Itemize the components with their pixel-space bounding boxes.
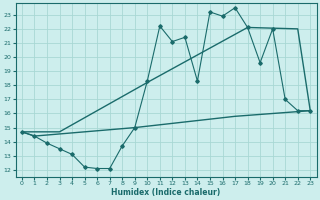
X-axis label: Humidex (Indice chaleur): Humidex (Indice chaleur) <box>111 188 221 197</box>
